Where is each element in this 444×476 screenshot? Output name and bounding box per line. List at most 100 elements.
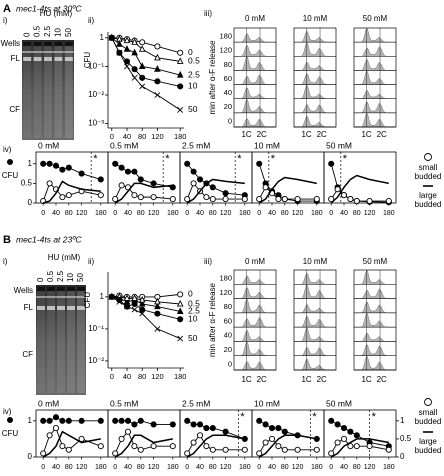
facet-title: 0 mM <box>38 398 59 408</box>
data-point <box>52 425 60 432</box>
flow-histogram <box>293 284 337 299</box>
gel-well-band <box>33 42 42 46</box>
data-point <box>334 421 341 428</box>
y-tick-label: 1 <box>28 416 33 425</box>
data-point <box>268 435 276 442</box>
flow-xlabel: 1C <box>241 375 251 384</box>
lane-label: 50 <box>64 28 73 37</box>
legend-marker <box>7 417 13 423</box>
series-line <box>42 430 101 458</box>
flow-time-label: 60 <box>224 74 232 83</box>
data-point <box>108 293 115 300</box>
flow-condition: 10 mM <box>303 257 328 266</box>
gel-header: HU (mM) <box>48 253 81 262</box>
x-tick-label: 0 <box>329 464 333 471</box>
gel-row-label: FL <box>24 303 34 312</box>
x-tick-label: 80 <box>137 210 145 217</box>
x-tick-label: 120 <box>151 372 164 381</box>
flow-condition: 10 mM <box>303 14 328 23</box>
flow-histogram <box>353 288 397 299</box>
x-tick-label: 120 <box>151 132 164 141</box>
data-point <box>177 49 184 56</box>
flow-time-label: 0 <box>228 359 232 368</box>
annotation-label: * <box>271 153 276 165</box>
y-tick-label: 10⁻² <box>88 90 104 99</box>
annotation-label: * <box>165 153 170 165</box>
gel-well-band <box>44 42 52 46</box>
x-tick-label: 40 <box>123 132 131 141</box>
data-point <box>328 196 335 203</box>
data-point <box>328 160 335 167</box>
lane-label: 0 <box>36 277 45 282</box>
facet-frame <box>107 409 181 458</box>
data-point <box>46 432 53 439</box>
data-point <box>222 446 229 453</box>
data-point <box>353 443 360 450</box>
flow-histogram <box>233 87 277 99</box>
data-point <box>116 298 123 305</box>
x-tick-label: 180 <box>383 210 395 217</box>
gel-well-band <box>23 42 32 46</box>
flow-histogram <box>233 341 277 356</box>
x-tick-label: 120 <box>364 210 376 217</box>
flow-histogram <box>354 113 396 128</box>
subpanel-label: iv) <box>3 145 12 154</box>
data-point <box>209 425 216 432</box>
flow-condition: 0 mM <box>245 14 265 23</box>
data-point <box>222 428 229 435</box>
flow-histogram <box>233 74 277 85</box>
gel-lane <box>33 42 42 138</box>
x-tick-label: 80 <box>138 132 146 141</box>
flow-histogram <box>353 270 397 285</box>
series-line <box>258 176 317 204</box>
panel-title: mec1-4ts at 30ºC <box>16 3 82 13</box>
gel-fl-band <box>44 57 52 61</box>
series-label: 50 <box>188 104 198 114</box>
flow-ylabel: min after α-F release <box>208 282 217 357</box>
data-point <box>196 176 204 183</box>
y2-tick-label: 0 <box>400 452 405 461</box>
legend-label: large budded <box>414 191 442 209</box>
x-tick-label: 0 <box>113 464 117 471</box>
flow-time-label: 60 <box>224 316 232 325</box>
flow-xlabel: 2C <box>377 130 387 139</box>
legend-marker <box>7 159 13 165</box>
data-point <box>150 180 157 187</box>
flow-histogram <box>353 59 397 71</box>
legend-label: large budded <box>414 437 442 455</box>
data-point <box>112 196 119 203</box>
series-label: 2.5 <box>188 69 200 79</box>
flow-time-label: 120 <box>219 46 232 55</box>
series-line <box>186 178 245 204</box>
data-point <box>347 443 354 450</box>
data-point <box>154 297 161 305</box>
x-tick-label: 180 <box>174 132 187 141</box>
data-point <box>347 196 354 203</box>
data-point <box>131 306 138 313</box>
data-point <box>52 162 60 169</box>
data-point <box>131 192 138 199</box>
data-point <box>262 184 269 191</box>
series-label: 0 <box>188 47 193 57</box>
lane-label: 2.5 <box>43 25 52 37</box>
gel-lane <box>37 287 45 393</box>
data-point <box>184 450 191 457</box>
subpanel-label: i) <box>3 16 8 25</box>
facet-title: 0.5 mM <box>110 140 138 150</box>
flow-histogram <box>353 90 397 99</box>
data-point <box>154 53 161 61</box>
x-tick-label: 40 <box>340 464 348 471</box>
series-line <box>186 434 245 458</box>
data-point <box>190 421 197 428</box>
data-point <box>46 160 53 167</box>
subpanel-label: ii) <box>88 257 95 266</box>
series-line <box>111 37 181 87</box>
facet-frame <box>323 409 397 458</box>
data-point <box>196 421 204 428</box>
data-point <box>123 294 131 301</box>
data-point <box>256 417 263 424</box>
facet-frame <box>35 409 109 458</box>
data-point <box>131 168 138 175</box>
gel-fl-band <box>37 306 45 310</box>
